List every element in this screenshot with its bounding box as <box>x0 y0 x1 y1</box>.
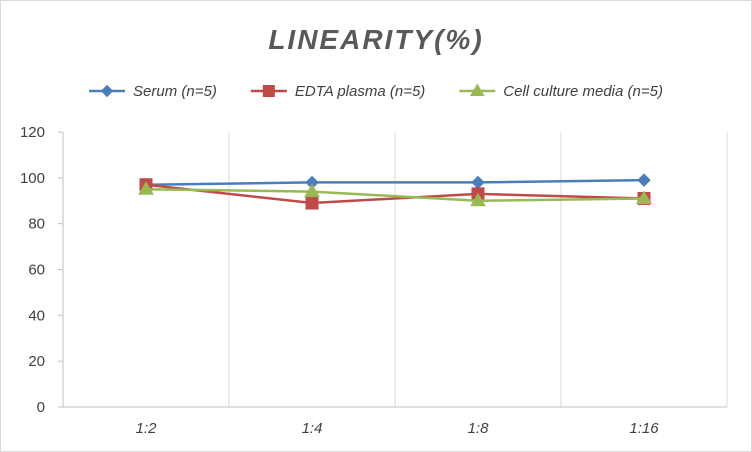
axes: 0 20 40 60 80 100 120 1:2 1:4 1:8 1:16 <box>20 124 727 437</box>
legend-item: EDTA plasma (n=5) <box>250 83 425 100</box>
data-point-square <box>262 85 275 97</box>
data-point-triangle <box>304 183 320 198</box>
legend-item: Serum (n=5) <box>89 83 217 100</box>
y-tick-label: 120 <box>20 124 45 141</box>
legend: Serum (n=5) EDTA plasma (n=5) Cell culture… <box>89 83 663 100</box>
data-point-triangle <box>636 190 652 204</box>
series-line <box>145 178 645 186</box>
y-tick-label: 40 <box>28 307 45 324</box>
series-line <box>145 188 645 202</box>
data-point-square <box>305 196 319 210</box>
series-line <box>145 183 645 205</box>
chart-title: LINEARITY(%) <box>268 24 483 55</box>
grid <box>228 132 728 407</box>
x-tick-label: 1:4 <box>302 420 323 437</box>
legend-label: Serum (n=5) <box>133 83 217 100</box>
series-group <box>138 181 652 207</box>
y-tick-label: 0 <box>37 399 45 416</box>
y-tick-label: 20 <box>28 353 45 370</box>
data-point-triangle <box>470 192 486 207</box>
legend-item: Cell culture media (n=5) <box>459 83 663 100</box>
data-point-diamond <box>471 175 485 190</box>
series-layer <box>138 173 652 210</box>
legend-label: Cell culture media (n=5) <box>503 83 663 100</box>
legend-label: EDTA plasma (n=5) <box>295 83 425 100</box>
y-tick-label: 60 <box>28 262 45 279</box>
y-tick-label: 100 <box>20 170 45 187</box>
data-point-triangle <box>469 83 485 96</box>
x-tick-label: 1:2 <box>136 420 158 437</box>
data-point-diamond <box>637 173 651 187</box>
data-point-triangle <box>138 181 154 195</box>
y-tick-label: 80 <box>28 216 45 233</box>
x-tick-label: 1:8 <box>468 420 490 437</box>
data-point-diamond <box>100 84 114 98</box>
x-tick-label: 1:16 <box>629 420 659 437</box>
